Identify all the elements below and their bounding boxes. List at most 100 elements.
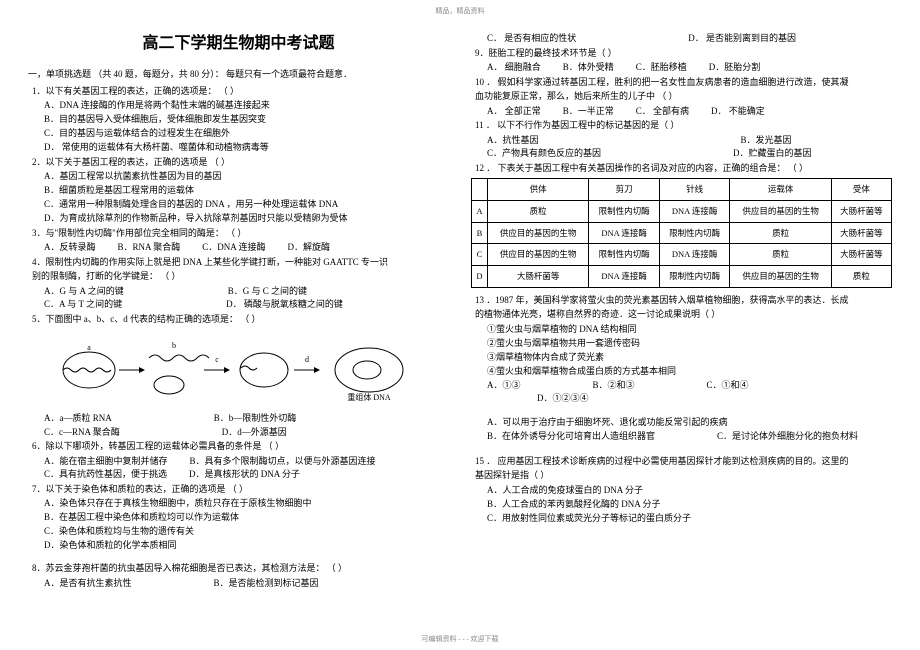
cell: 质粒 [730, 222, 831, 244]
q8-b: B．是否能检测到标记基因 [214, 577, 319, 591]
q10-a: A． 全部正常 [487, 105, 541, 119]
cell: C [472, 244, 488, 266]
cell: D [472, 266, 488, 288]
q11: 11 ． 以下不行作为基因工程中的标记基因的是（ ） [471, 119, 892, 133]
q2-d: D．为育成抗除草剂的作物新品种，导入抗除草剂基因时只能以受精卵为受体 [28, 212, 449, 226]
th-5: 受体 [831, 179, 891, 201]
q11-b: B．发光基因 [741, 134, 792, 148]
cell: 大肠杆菌等 [487, 266, 588, 288]
cell: 限制性内切酶 [659, 266, 729, 288]
q8-ab: A．是否有抗生素抗性 B．是否能检测到标记基因 [28, 577, 449, 591]
q5-cd: C．c—RNA 聚合酶 D．d—外源基因 [28, 426, 449, 440]
q14-bc: B．在体外诱导分化可培育出人造组织器官 C．是讨论体外细胞分化的抱负材料 [471, 430, 892, 444]
cell: 供应目的基因的生物 [487, 244, 588, 266]
cell: 大肠杆菌等 [831, 222, 891, 244]
q11-a: A．抗性基因 [487, 134, 539, 148]
q10: 10 ． 假如科学家通过转基因工程，胜利的把一名女性血友病患者的造血细胞进行改造… [471, 76, 892, 90]
cell: 限制性内切酶 [589, 244, 659, 266]
q15-b: B．人工合成的苯丙氨酸羟化酶的 DNA 分子 [471, 498, 892, 512]
cell: DNA 连接酶 [589, 222, 659, 244]
cell: 供应目的基因的生物 [730, 200, 831, 222]
q4-b: B．G 与 C 之间的键 [228, 285, 307, 299]
q5-diagram: a b c d 重组体 DNA [49, 330, 429, 408]
q6-c: C．具有抗药性基因，便于挑选 [44, 468, 167, 482]
top-watermark: 精品，精品资料 [436, 6, 485, 17]
q8-d: D． 是否能别离到目的基因 [688, 32, 796, 46]
cell: DNA 连接酶 [659, 200, 729, 222]
q3: 3．与"限制性内切酶"作用部位完全相同的酶是： （ ） [28, 227, 449, 241]
q11-d: D．贮藏蛋白的基因 [733, 147, 812, 161]
q5-ab: A．a—质粒 RNA B．b—限制性外切酶 [28, 412, 449, 426]
q13-4: ④萤火虫和烟草植物合成蛋白质的方式基本相同 [471, 365, 892, 379]
q7-b: B．在基因工程中染色体和质粒均可以作为运载体 [28, 511, 449, 525]
page-body: 高二下学期生物期中考试题 一，单项挑选题 （共 40 题，每题分，共 80 分）… [0, 0, 920, 600]
cell: 大肠杆菌等 [831, 244, 891, 266]
section1-header: 一，单项挑选题 （共 40 题，每题分，共 80 分）： 每题只有一个选项最符合… [28, 68, 449, 82]
q5: 5．下面图中 a、b、c、d 代表的结构正确的选项是： （ ） [28, 313, 449, 327]
q3-b: B．RNA 聚合酶 [118, 241, 181, 255]
svg-text:b: b [172, 341, 176, 350]
q12-table: 供体 剪刀 针线 运载体 受体 A 质粒 限制性内切酶 DNA 连接酶 供应目的… [471, 178, 892, 288]
q4b: 别的限制酶，打断的化学键是： （ ） [28, 270, 449, 284]
q1-a: A．DNA 连接酶的作用是将两个黏性末端的碱基连接起来 [28, 99, 449, 113]
q4-d: D． 磷酸与脱氧核糖之间的键 [226, 298, 343, 312]
q13: 13 ．1987 年，美国科学家将萤火虫的荧光素基因转入烟草植物细胞，获得高水平… [471, 294, 892, 308]
q8: 8．苏云金芽孢杆菌的抗虫基因导入棉花细胞是否已表达，其检测方法是： （ ） [28, 562, 449, 576]
table-row: B 供应目的基因的生物 DNA 连接酶 限制性内切酶 质粒 大肠杆菌等 [472, 222, 892, 244]
cell: DNA 连接酶 [589, 266, 659, 288]
q9-d: D．胚胎分割 [709, 61, 761, 75]
q3-a: A．反转录酶 [44, 241, 96, 255]
table-header-row: 供体 剪刀 针线 运载体 受体 [472, 179, 892, 201]
q15-c: C．用放射性同位素或荧光分子等标记的蛋白质分子 [471, 512, 892, 526]
q8-cd: C． 是否有相应的性状 D． 是否能别离到目的基因 [471, 32, 892, 46]
q7-a: A．染色体只存在于真核生物细胞中，质粒只存在于原核生物细胞中 [28, 497, 449, 511]
cell: 限制性内切酶 [589, 200, 659, 222]
q8-c: C． 是否有相应的性状 [487, 32, 576, 46]
q10-opts: A． 全部正常 B．一半正常 C． 全部有病 D． 不能确定 [471, 105, 892, 119]
q6-ab: A．能在宿主细胞中复制并储存 B．具有多个限制酶切点，以便与外源基因连接 [28, 455, 449, 469]
q5-c: C．c—RNA 聚合酶 [44, 426, 120, 440]
th-1: 供体 [487, 179, 588, 201]
q4-opts2: C．A 与 T 之间的键 D． 磷酸与脱氧核糖之间的键 [28, 298, 449, 312]
cell: DNA 连接酶 [659, 244, 729, 266]
q6-a: A．能在宿主细胞中复制并储存 [44, 455, 168, 469]
q4: 4．限制性内切酶的作用实际上就是把 DNA 上某些化学键打断，一种能对 GAAT… [28, 256, 449, 270]
th-3: 针线 [659, 179, 729, 201]
q1-d: D． 常使用的运载体有大杨杆菌、噬菌体和动植物病毒等 [28, 141, 449, 155]
q2: 2．以下关于基因工程的表达，正确的选项是 （ ） [28, 156, 449, 170]
svg-text:a: a [87, 343, 91, 352]
title: 高二下学期生物期中考试题 [28, 32, 449, 56]
q1: 1．以下有关基因工程的表达，正确的选项是： （ ） [28, 85, 449, 99]
q13-d: D．①②③④ [537, 392, 589, 406]
q11-cd: C．产物具有颜色反应的基因 D．贮藏蛋白的基因 [471, 147, 892, 161]
cell: 质粒 [487, 200, 588, 222]
cell: B [472, 222, 488, 244]
table-row: D 大肠杆菌等 DNA 连接酶 限制性内切酶 供应目的基因的生物 质粒 [472, 266, 892, 288]
table-row: A 质粒 限制性内切酶 DNA 连接酶 供应目的基因的生物 大肠杆菌等 [472, 200, 892, 222]
q9-b: B．体外受精 [563, 61, 614, 75]
svg-text:c: c [215, 355, 219, 364]
cell: 供应目的基因的生物 [487, 222, 588, 244]
q4-a: A．G 与 A 之间的键 [44, 285, 124, 299]
q14-b: B．在体外诱导分化可培育出人造组织器官 [487, 430, 655, 444]
th-4: 运载体 [730, 179, 831, 201]
q4-opts1: A．G 与 A 之间的键 B．G 与 C 之间的键 [28, 285, 449, 299]
q1-b: B．目的基因导入受体细胞后，受体细胞即发生基因突变 [28, 113, 449, 127]
q5-d: D．d—外源基因 [222, 426, 287, 440]
q10-d: D． 不能确定 [711, 105, 765, 119]
cell: 限制性内切酶 [659, 222, 729, 244]
cell: 供应目的基因的生物 [730, 266, 831, 288]
svg-text:d: d [305, 355, 309, 364]
q7-c: C．染色体和质粒均与生物的遗传有关 [28, 525, 449, 539]
q6-d: D．是真核形状的 DNA 分子 [189, 468, 300, 482]
q5-a: A．a—质粒 RNA [44, 412, 112, 426]
q3-d: D．解旋酶 [288, 241, 331, 255]
q13-1: ①萤火虫与烟草植物的 DNA 结构相同 [471, 323, 892, 337]
q5-b: B．b—限制性外切酶 [214, 412, 297, 426]
cell: 质粒 [730, 244, 831, 266]
cell: A [472, 200, 488, 222]
q6: 6．除以下哪项外，转基因工程的运载体必需具备的条件是 （ ） [28, 440, 449, 454]
q6-b: B．具有多个限制酶切点，以便与外源基因连接 [190, 455, 376, 469]
q11-c: C．产物具有颜色反应的基因 [487, 147, 601, 161]
q2-c: C．通常用一种限制酶处理含目的基因的 DNA ，用另一种处理运载体 DNA [28, 198, 449, 212]
